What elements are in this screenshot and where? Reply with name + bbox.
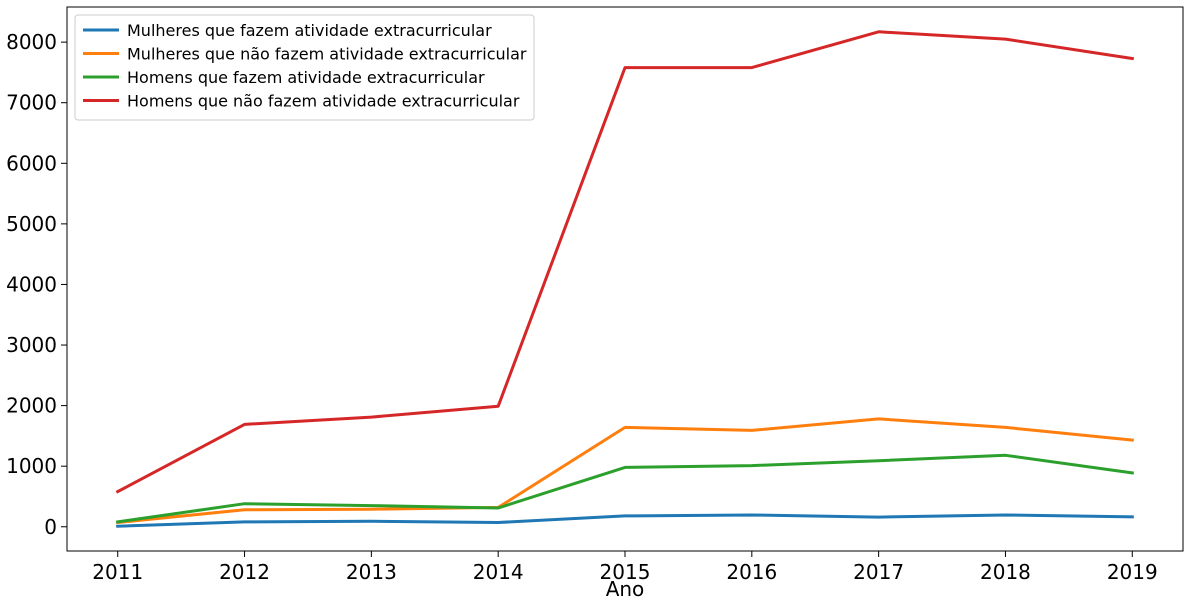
x-tick-label: 2013 <box>346 560 397 584</box>
y-tick-label: 4000 <box>6 272 57 296</box>
x-tick-label: 2014 <box>473 560 524 584</box>
x-tick-label: 2018 <box>980 560 1031 584</box>
y-tick-label: 8000 <box>6 30 57 54</box>
legend-label-1: Mulheres que fazem atividade extracurric… <box>127 21 492 40</box>
series-line-1 <box>116 513 1134 528</box>
legend-box <box>74 14 535 121</box>
y-tick-label: 5000 <box>6 212 57 236</box>
series-line-2 <box>116 417 1134 525</box>
x-tick-label: 2011 <box>92 560 143 584</box>
y-tick-label: 1000 <box>6 454 57 478</box>
y-tick-label: 3000 <box>6 333 57 357</box>
y-tick-label: 7000 <box>6 91 57 115</box>
series-lines <box>115 30 1135 528</box>
legend-label-3: Homens que fazem atividade extracurricul… <box>127 68 485 87</box>
y-tick-label: 2000 <box>6 394 57 418</box>
legend: Mulheres que fazem atividade extracurric… <box>74 14 535 121</box>
x-tick-label: 2019 <box>1107 560 1158 584</box>
y-tick-label: 6000 <box>6 151 57 175</box>
x-tick-label: 2017 <box>853 560 904 584</box>
y-tick-label: 0 <box>44 515 57 539</box>
legend-label-2: Mulheres que não fazem atividade extracu… <box>127 45 527 64</box>
x-axis-ticks: 2011 2012 2013 2014 2015 2016 2017 2018 2019 <box>92 551 1158 584</box>
x-axis-title: Ano <box>606 577 645 601</box>
x-tick-label: 2012 <box>219 560 270 584</box>
y-axis-ticks: 0 1000 2000 3000 4000 5000 6000 7000 8000 <box>6 30 67 539</box>
legend-label-4: Homens que não fazem atividade extracurr… <box>127 92 520 111</box>
series-line-3 <box>116 453 1134 524</box>
x-tick-label: 2016 <box>726 560 777 584</box>
x-tick-label: 2015 <box>600 560 651 584</box>
series-line-4 <box>115 30 1135 494</box>
